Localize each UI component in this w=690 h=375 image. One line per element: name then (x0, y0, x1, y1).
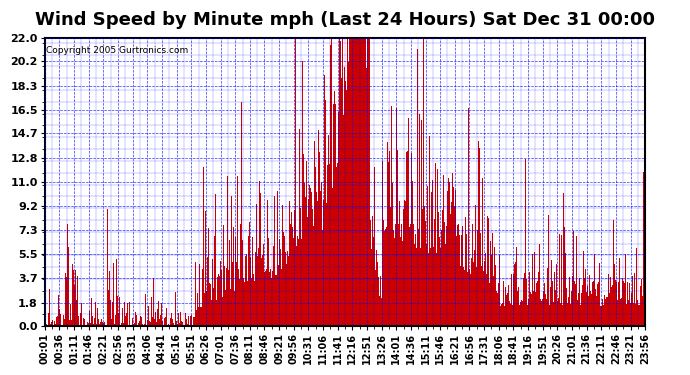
Text: Wind Speed by Minute mph (Last 24 Hours) Sat Dec 31 00:00: Wind Speed by Minute mph (Last 24 Hours)… (35, 11, 655, 29)
Text: Copyright 2005 Gurtronics.com: Copyright 2005 Gurtronics.com (46, 46, 188, 55)
